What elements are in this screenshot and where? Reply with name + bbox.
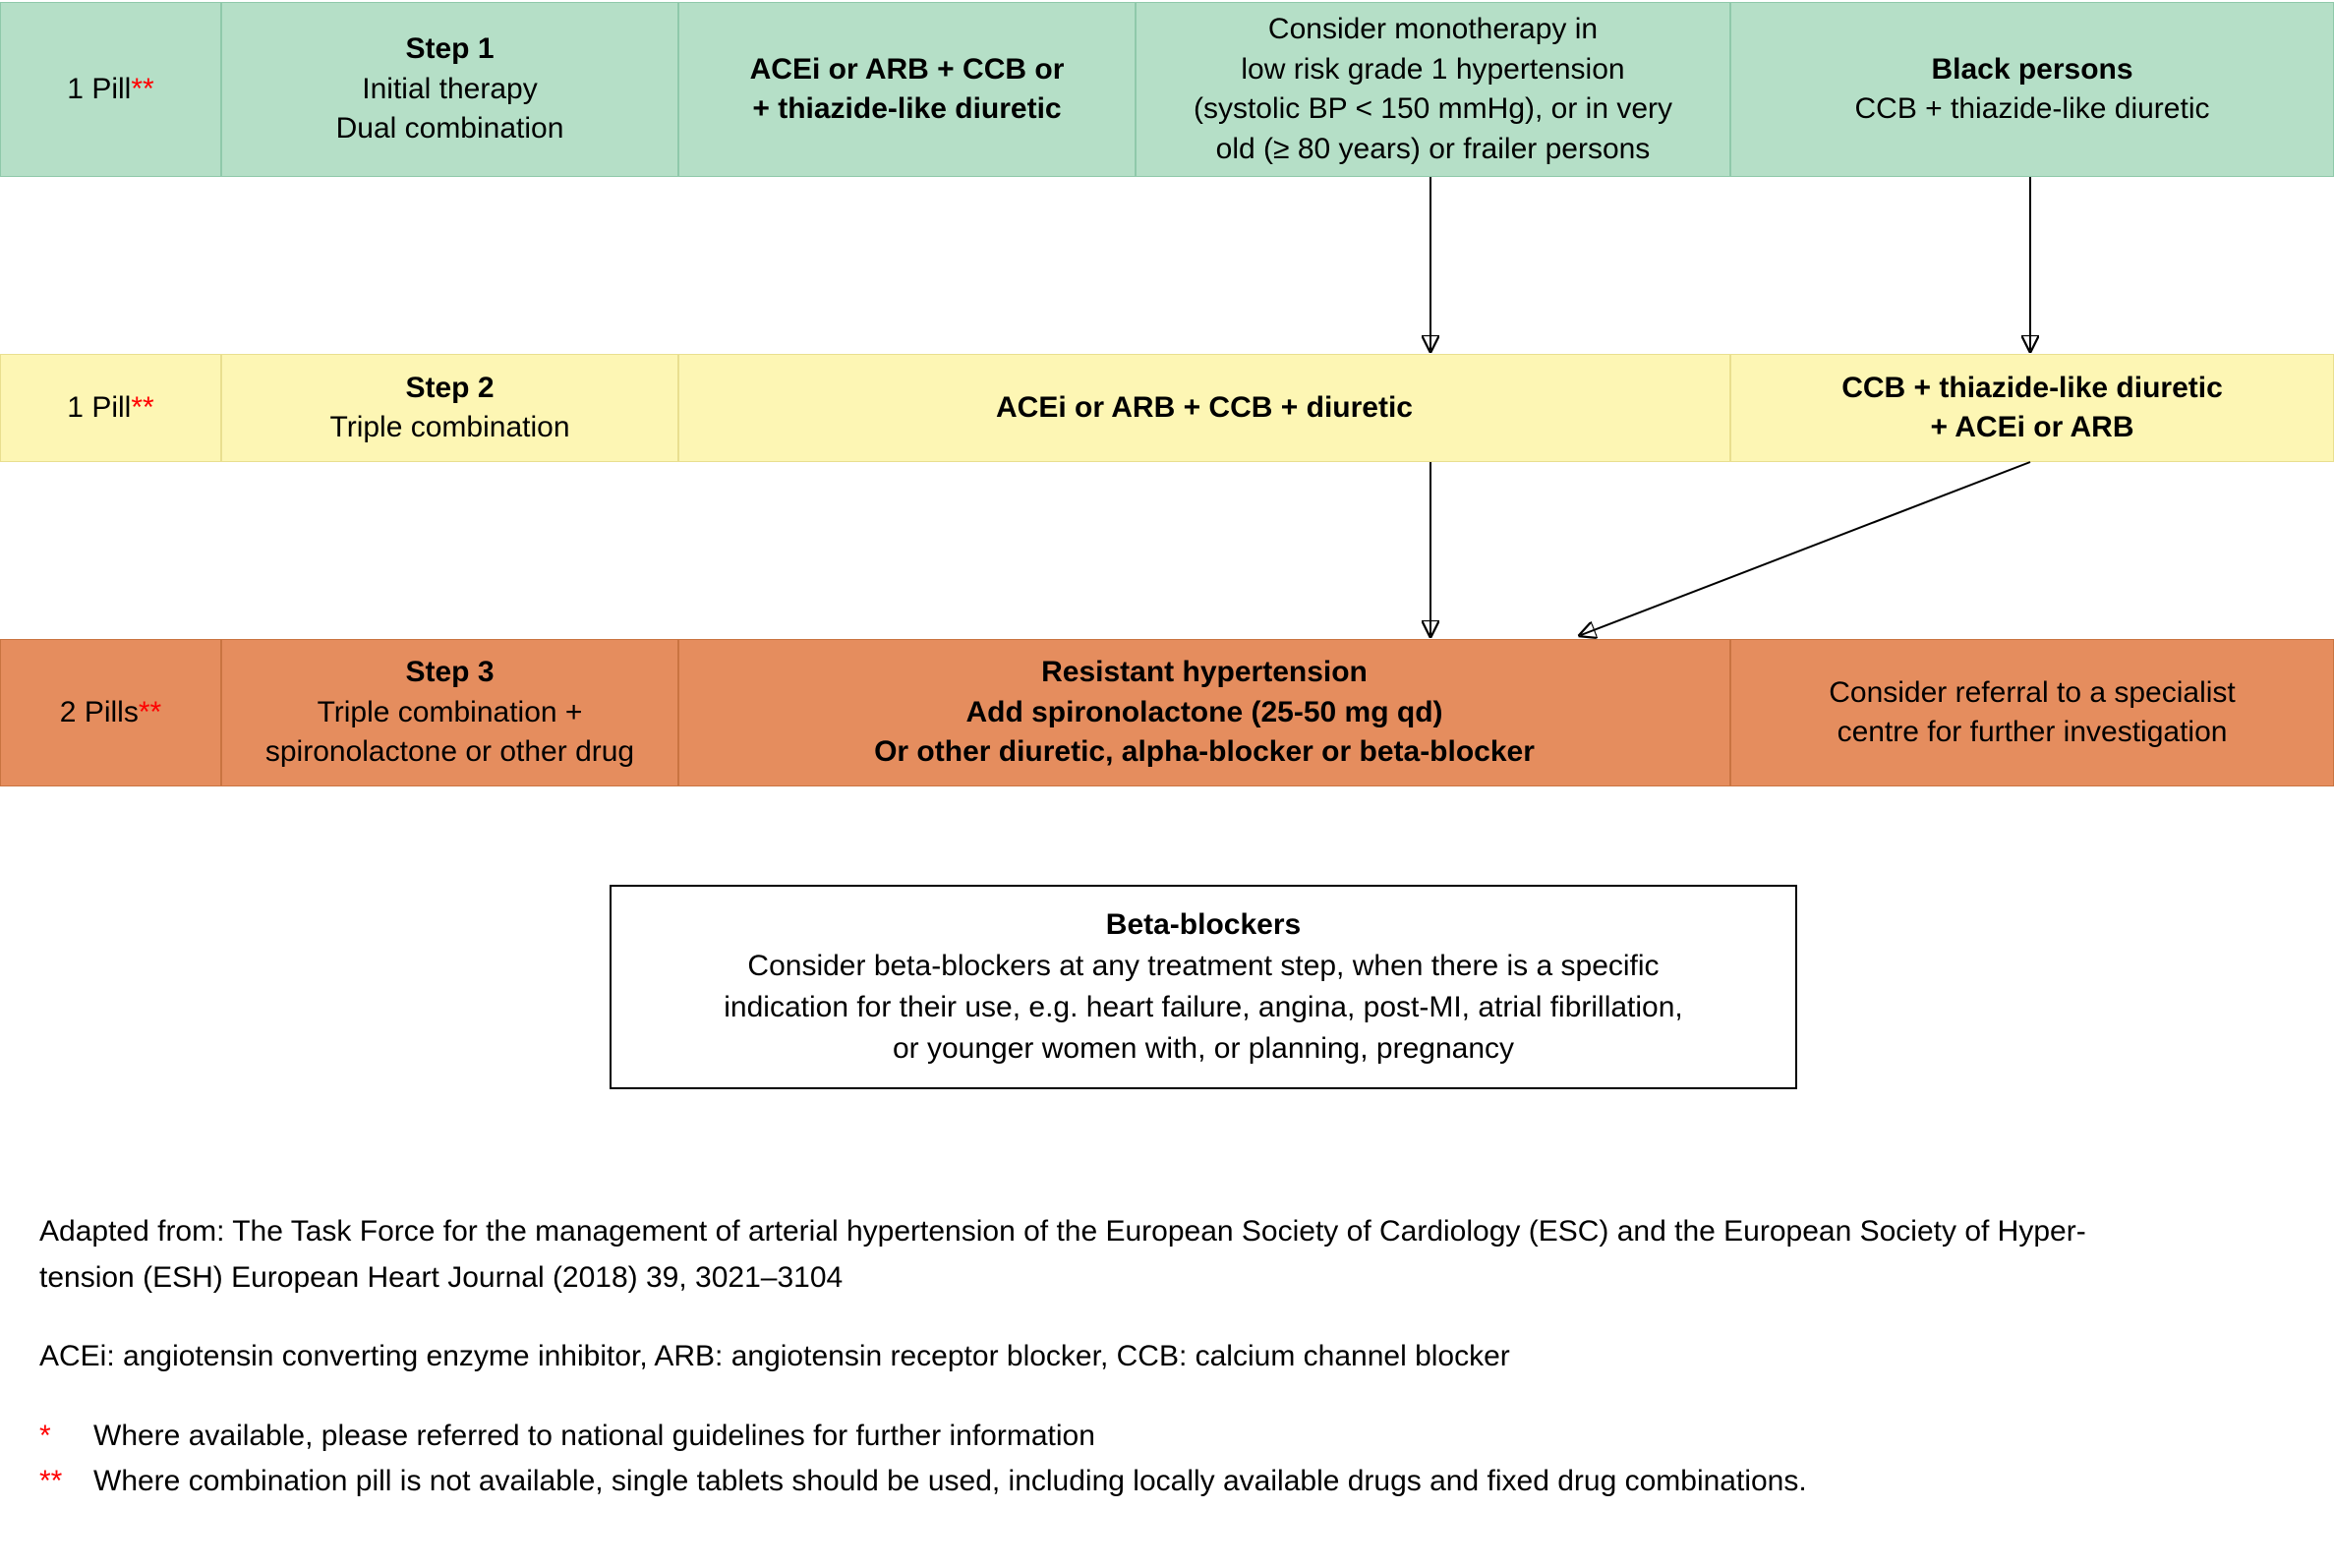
row2-step-title: Step 2 [405, 369, 494, 409]
diagram-canvas: 1 Pill** Step 1 Initial therapy Dual com… [0, 0, 2334, 1568]
footer: Adapted from: The Task Force for the man… [39, 1209, 2281, 1505]
row1-step-l1: Initial therapy [362, 70, 537, 110]
row2-step: Step 2 Triple combination [221, 354, 678, 462]
row3-step: Step 3 Triple combination + spironolacto… [221, 639, 678, 786]
row3-step-title: Step 3 [405, 653, 494, 693]
row1-mono-l3: (systolic BP < 150 mmHg), or in very [1194, 89, 1672, 130]
note-l3: or younger women with, or planning, preg… [643, 1028, 1764, 1070]
row1-drug-l1: ACEi or ARB + CCB or [750, 50, 1065, 90]
footnote-1-text: Where available, please referred to nati… [93, 1414, 1095, 1460]
footer-src-l1: Adapted from: The Task Force for the man… [39, 1209, 2281, 1255]
note-l2: indication for their use, e.g. heart fai… [643, 987, 1764, 1028]
arrow-r2c5-r3 [1581, 462, 2030, 635]
footnote-1-mark: * [39, 1414, 93, 1460]
row1-mono-l4: old (≥ 80 years) or frailer persons [1216, 130, 1651, 170]
row1-black: Black persons CCB + thiazide-like diuret… [1730, 2, 2334, 177]
row1-black-title: Black persons [1931, 50, 2132, 90]
row2-pill-stars: ** [131, 391, 153, 424]
row3-step-l2: spironolactone or other drug [265, 732, 634, 773]
row3-res-l3: Or other diuretic, alpha-blocker or beta… [874, 732, 1535, 773]
row1-step-l2: Dual combination [336, 109, 564, 149]
row2-pill: 1 Pill** [0, 354, 221, 462]
footer-abbr: ACEi: angiotensin converting enzyme inhi… [39, 1334, 2281, 1380]
row3-referral: Consider referral to a specialist centre… [1730, 639, 2334, 786]
footnote-2-text: Where combination pill is not available,… [93, 1459, 1807, 1505]
row1-pill-stars: ** [131, 73, 153, 105]
row3-ref-l2: centre for further investigation [1838, 713, 2228, 753]
row1-step-title: Step 1 [405, 29, 494, 70]
row1-black-l1: CCB + thiazide-like diuretic [1855, 89, 2210, 130]
row3-step-l1: Triple combination + [318, 693, 583, 733]
row3-pill-stars: ** [139, 696, 161, 728]
row2-black-l1: CCB + thiazide-like diuretic [1841, 369, 2223, 409]
row2-step-l1: Triple combination [330, 408, 570, 448]
footnote-2: ** Where combination pill is not availab… [39, 1459, 2281, 1505]
row1-drug: ACEi or ARB + CCB or + thiazide-like diu… [678, 2, 1136, 177]
row2-drug: ACEi or ARB + CCB + diuretic [678, 354, 1730, 462]
row2-drug-main: ACEi or ARB + CCB + diuretic [996, 388, 1413, 429]
row1-mono-l2: low risk grade 1 hypertension [1241, 50, 1624, 90]
row3-resistant: Resistant hypertension Add spironolacton… [678, 639, 1730, 786]
row1-mono: Consider monotherapy in low risk grade 1… [1136, 2, 1730, 177]
row1-step: Step 1 Initial therapy Dual combination [221, 2, 678, 177]
row3-ref-l1: Consider referral to a specialist [1829, 673, 2236, 714]
row1-pill: 1 Pill** [0, 2, 221, 177]
footnote-2-mark: ** [39, 1459, 93, 1505]
row2-black: CCB + thiazide-like diuretic + ACEi or A… [1730, 354, 2334, 462]
row3-pill-label: 2 Pills [60, 696, 139, 728]
row3-pill: 2 Pills** [0, 639, 221, 786]
footer-src-l2: tension (ESH) European Heart Journal (20… [39, 1255, 2281, 1302]
note-l1: Consider beta-blockers at any treatment … [643, 946, 1764, 987]
row1-mono-l1: Consider monotherapy in [1268, 10, 1598, 50]
row2-pill-label: 1 Pill [67, 391, 131, 424]
row3-res-l1: Resistant hypertension [1041, 653, 1368, 693]
row2-black-l2: + ACEi or ARB [1931, 408, 2134, 448]
row1-drug-l2: + thiazide-like diuretic [752, 89, 1061, 130]
footnote-1: * Where available, please referred to na… [39, 1414, 2281, 1460]
beta-blocker-note: Beta-blockers Consider beta-blockers at … [610, 885, 1797, 1089]
row1-pill-label: 1 Pill [67, 73, 131, 105]
note-title: Beta-blockers [643, 904, 1764, 946]
row3-res-l2: Add spironolactone (25-50 mg qd) [965, 693, 1442, 733]
